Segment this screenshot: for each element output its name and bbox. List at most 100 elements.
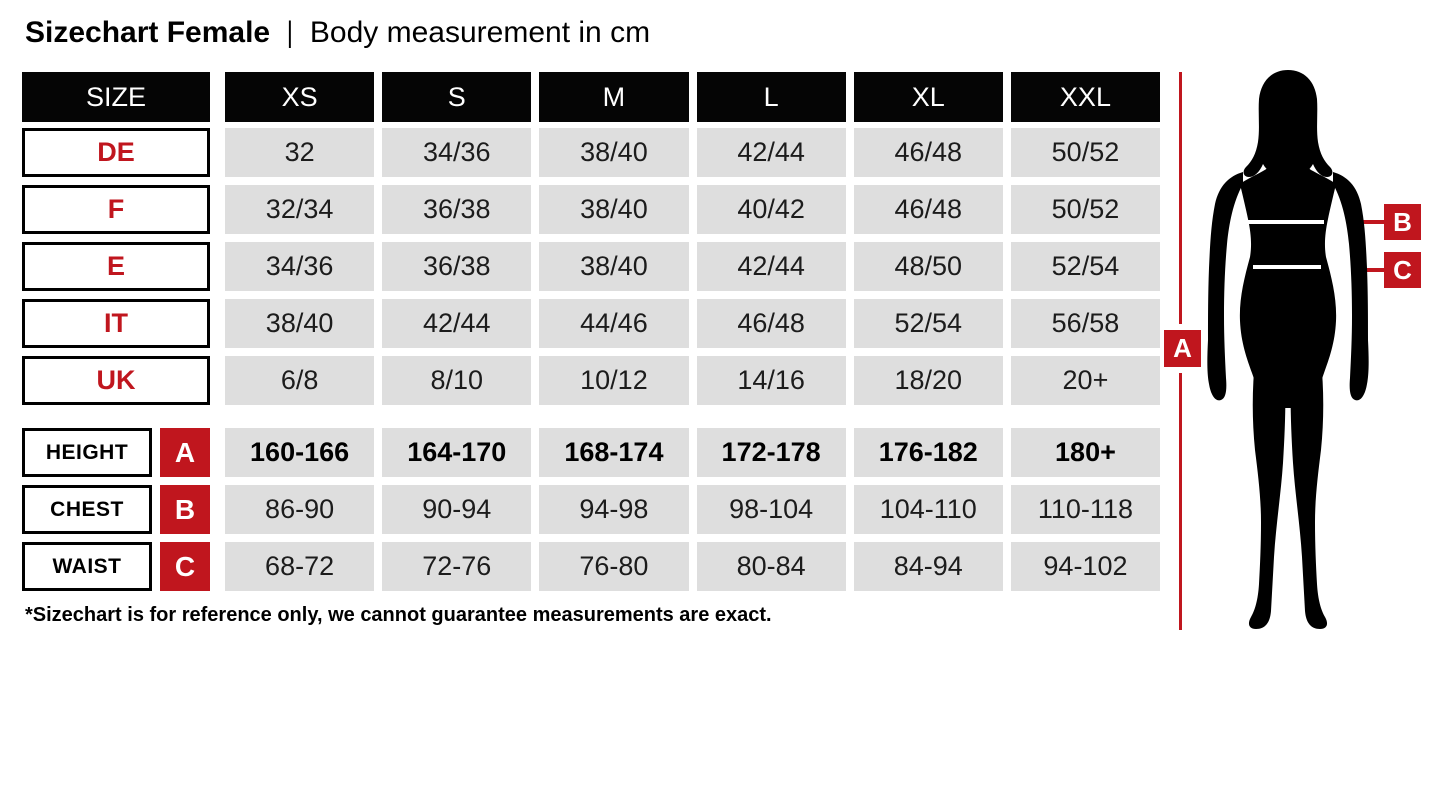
size-cell: 14/16 (696, 356, 846, 405)
row-cells: 160-166 164-170 168-174 172-178 176-182 … (225, 428, 1161, 477)
size-cell: 40/42 (696, 185, 846, 234)
row-label-area: E (22, 242, 210, 291)
size-cell: 38/40 (539, 242, 689, 291)
size-cell: 52/54 (1010, 242, 1161, 291)
measurement-cell: 68-72 (225, 542, 375, 591)
row-cells: 86-90 90-94 94-98 98-104 104-110 110-118 (225, 485, 1161, 534)
table-header-row: SIZE XS S M L XL XXL (22, 72, 1161, 122)
row-label-area: WAIST C (22, 542, 210, 591)
measurement-cell: 80-84 (696, 542, 846, 591)
row-label-area: HEIGHT A (22, 428, 210, 477)
row-label-area: UK (22, 356, 210, 405)
table-row-e: E 34/36 36/38 38/40 42/44 48/50 52/54 (22, 242, 1161, 291)
size-cell: 50/52 (1010, 185, 1161, 234)
size-cell: 42/44 (696, 128, 846, 177)
table-row-de: DE 32 34/36 38/40 42/44 46/48 50/52 (22, 128, 1161, 177)
size-cell: 32 (225, 128, 375, 177)
column-header-m: M (539, 72, 689, 122)
marker-c-cell: C (160, 542, 210, 591)
region-label: F (107, 194, 125, 224)
height-measure-line-top (1179, 72, 1182, 324)
marker-b-cell: B (160, 485, 210, 534)
size-cell: 46/48 (696, 299, 846, 348)
size-cell: 36/38 (382, 185, 532, 234)
size-header-label: SIZE (85, 81, 146, 112)
size-cell: 42/44 (696, 242, 846, 291)
region-label: E (106, 251, 125, 281)
header-label-area: SIZE (22, 72, 210, 122)
column-header-s: S (382, 72, 532, 122)
size-cell: 10/12 (539, 356, 689, 405)
region-label: IT (104, 308, 128, 338)
title-separator: | (286, 16, 294, 49)
waist-tick-line (1362, 268, 1384, 272)
size-cell: 48/50 (853, 242, 1003, 291)
size-cell: 42/44 (382, 299, 532, 348)
size-cell: 20+ (1010, 356, 1161, 405)
silhouette-torso (1239, 146, 1337, 408)
waist-marker-box: C (1384, 252, 1421, 288)
measurement-cell: 176-182 (853, 428, 1003, 477)
row-label-area: F (22, 185, 210, 234)
measurement-cell: 180+ (1010, 428, 1161, 477)
size-cell: 38/40 (225, 299, 375, 348)
region-label-box-e: E (22, 242, 210, 291)
chest-line (1244, 220, 1324, 224)
size-cell: 34/36 (382, 128, 532, 177)
column-header-l: L (696, 72, 846, 122)
size-cell: 36/38 (382, 242, 532, 291)
measurement-cell: 72-76 (382, 542, 532, 591)
title-subtitle: Body measurement in cm (309, 16, 651, 49)
measurement-label-box-waist: WAIST (22, 542, 152, 591)
size-cell: 50/52 (1010, 128, 1161, 177)
size-cell: 38/40 (539, 128, 689, 177)
chest-marker-box: B (1384, 204, 1421, 240)
size-cell: 34/36 (225, 242, 375, 291)
measurement-cell: 104-110 (853, 485, 1003, 534)
size-cell: 6/8 (225, 356, 375, 405)
silhouette-hair (1243, 70, 1333, 177)
table-row-height: HEIGHT A 160-166 164-170 168-174 172-178… (22, 428, 1161, 477)
chest-tick-line (1362, 220, 1384, 224)
row-cells: 6/8 8/10 10/12 14/16 18/20 20+ (225, 356, 1161, 405)
measurement-label-box-chest: CHEST (22, 485, 152, 534)
measurement-cell: 94-98 (539, 485, 689, 534)
measurement-cell: 164-170 (382, 428, 532, 477)
column-header-xl: XL (853, 72, 1003, 122)
page-title: Sizechart Female | Body measurement in c… (25, 16, 650, 50)
size-cell: 18/20 (853, 356, 1003, 405)
region-label: UK (96, 365, 136, 395)
size-cell: 44/46 (539, 299, 689, 348)
measurement-cell: 160-166 (225, 428, 375, 477)
column-header-xs: XS (225, 72, 375, 122)
measurement-cell: 76-80 (539, 542, 689, 591)
silhouette-right-arm (1333, 172, 1369, 401)
size-header-cell: SIZE (22, 72, 210, 122)
region-label-box-f: F (22, 185, 210, 234)
table-row-it: IT 38/40 42/44 44/46 46/48 52/54 56/58 (22, 299, 1161, 348)
measurement-cell: 86-90 (225, 485, 375, 534)
measurement-cell: 168-174 (539, 428, 689, 477)
size-cell: 52/54 (853, 299, 1003, 348)
row-label-area: IT (22, 299, 210, 348)
female-silhouette (1207, 70, 1369, 629)
row-cells: 38/40 42/44 44/46 46/48 52/54 56/58 (225, 299, 1161, 348)
row-cells: 34/36 36/38 38/40 42/44 48/50 52/54 (225, 242, 1161, 291)
row-label-area: CHEST B (22, 485, 210, 534)
measurement-cell: 172-178 (696, 428, 846, 477)
region-label: DE (97, 137, 135, 167)
measurement-label-box-height: HEIGHT (22, 428, 152, 477)
table-row-chest: CHEST B 86-90 90-94 94-98 98-104 104-110… (22, 485, 1161, 534)
silhouette-left-leg (1248, 360, 1286, 629)
height-measure-line-bottom (1179, 373, 1182, 630)
size-cell: 38/40 (539, 185, 689, 234)
measurement-label: HEIGHT (45, 440, 129, 464)
height-marker-box: A (1164, 330, 1201, 367)
row-label-area: DE (22, 128, 210, 177)
region-label-box-uk: UK (22, 356, 210, 405)
footnote: *Sizechart is for reference only, we can… (25, 604, 772, 626)
table-row-uk: UK 6/8 8/10 10/12 14/16 18/20 20+ (22, 356, 1161, 405)
silhouette-left-arm (1207, 172, 1243, 401)
silhouette-right-leg (1290, 360, 1328, 629)
